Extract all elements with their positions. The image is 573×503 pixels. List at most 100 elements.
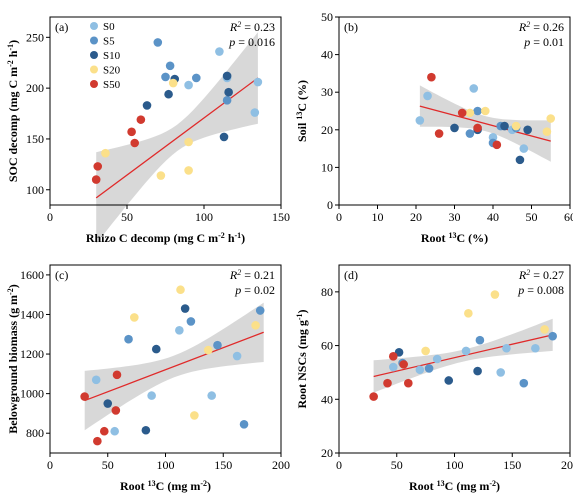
data-point-s10 (500, 121, 509, 131)
data-point-s0 (184, 80, 193, 90)
data-point-s0 (250, 108, 260, 117)
y-tick-label: 1600 (20, 268, 44, 282)
data-point-s10 (515, 155, 525, 165)
data-point-s50 (369, 392, 378, 401)
data-point-s0 (415, 365, 425, 375)
p-value-label: p = 0.02 (234, 283, 275, 297)
series-s5 (153, 38, 232, 105)
legend-marker-s10 (90, 51, 98, 59)
x-tick-label: 10 (372, 210, 384, 224)
data-point-s20 (130, 313, 139, 322)
y-tick-label: 30 (321, 85, 333, 99)
series-s20 (101, 78, 193, 180)
x-tick-label: 40 (487, 210, 499, 224)
x-tick-label: 50 (391, 458, 403, 472)
data-point-s10 (103, 399, 113, 408)
data-point-s10 (473, 366, 482, 376)
y-tick-label: 80 (321, 285, 333, 299)
data-point-s0 (415, 116, 425, 125)
x-tick-label: 100 (195, 210, 213, 224)
data-point-s50 (99, 426, 109, 436)
data-point-s20 (176, 285, 185, 295)
r-squared-label: R2 = 0.27 (518, 268, 564, 283)
data-point-s10 (164, 89, 173, 99)
y-tick-label: 0 (327, 198, 333, 212)
data-point-s5 (124, 334, 133, 344)
series-s20 (465, 106, 556, 136)
r-squared-label: R2 = 0.23 (229, 20, 275, 35)
x-axis-label: Rhizo C decomp (mg C m-2 h-1) (86, 231, 245, 246)
legend-label-s0: S0 (103, 21, 115, 33)
y-tick-label: 1400 (20, 307, 44, 321)
x-tick-label: 50 (526, 210, 538, 224)
data-point-s0 (147, 391, 156, 400)
data-point-s0 (502, 343, 511, 353)
panel-label: (c) (55, 268, 68, 282)
data-point-s10 (142, 101, 152, 110)
data-point-s20 (481, 106, 490, 116)
data-point-s10 (151, 344, 161, 354)
data-point-s50 (127, 127, 136, 137)
legend-label-s5: S5 (103, 36, 115, 48)
data-point-s10 (450, 123, 459, 133)
data-point-s5 (239, 420, 249, 429)
x-tick-label: 50 (121, 210, 133, 224)
panel-label: (d) (344, 268, 358, 282)
y-tick-label: 10 (321, 160, 333, 174)
data-point-s5 (165, 61, 175, 71)
data-point-s20 (156, 171, 166, 180)
data-point-s5 (255, 306, 265, 315)
data-point-s50 (457, 108, 467, 118)
data-point-s5 (161, 72, 170, 82)
data-point-s50 (404, 378, 413, 388)
data-point-s0 (423, 91, 432, 101)
legend-marker-s20 (90, 65, 98, 74)
p-value-label: p = 0.016 (228, 35, 275, 49)
y-tick-label: 100 (26, 183, 44, 197)
data-point-s0 (461, 346, 471, 356)
data-point-s20 (251, 321, 260, 330)
data-point-s10 (219, 132, 229, 142)
data-point-s50 (136, 115, 146, 124)
legend-marker-s0 (90, 22, 98, 30)
y-tick-label: 40 (321, 48, 333, 62)
series-s0 (91, 326, 242, 436)
x-tick-label: 200 (272, 458, 290, 472)
y-tick-label: 200 (26, 81, 44, 95)
series-s10 (450, 121, 532, 165)
data-point-s0 (388, 362, 398, 372)
data-point-s50 (130, 138, 139, 148)
x-tick-label: 30 (449, 210, 461, 224)
data-point-s20 (184, 137, 193, 147)
data-point-s10 (224, 87, 233, 97)
regression-line (95, 77, 259, 199)
data-point-s20 (511, 121, 521, 131)
data-point-s20 (540, 325, 549, 334)
x-tick-label: 100 (157, 458, 175, 472)
data-point-s5 (424, 364, 434, 373)
panel-3: 0 50 100 150 200 800 1000 1200 1400 1600 Root 13C … (6, 264, 290, 493)
data-point-s20 (168, 78, 178, 88)
data-point-s50 (80, 392, 89, 401)
y-tick-label: 40 (321, 392, 333, 406)
data-point-s20 (190, 411, 199, 420)
data-point-s20 (490, 290, 500, 299)
panel-1: 0 50 100 150 100 150 200 250 Rhizo C decomp (mg … (6, 16, 290, 246)
regression-line (84, 331, 264, 402)
panel-2: 0 10 20 30 40 50 60 0 10 20 30 40 50 Root 13C (%) Soil… (295, 10, 573, 245)
series-s5 (124, 306, 265, 429)
data-point-s5 (213, 340, 222, 350)
y-tick-label: 150 (26, 132, 44, 146)
legend-label-s10: S10 (103, 50, 121, 62)
series-s50 (91, 115, 146, 184)
x-tick-label: 0 (47, 458, 53, 472)
data-point-s0 (531, 343, 540, 353)
p-value-label: p = 0.01 (523, 35, 564, 49)
data-point-s20 (542, 127, 552, 136)
data-point-s50 (427, 72, 436, 82)
legend-marker-s5 (90, 36, 98, 45)
p-value-label: p = 0.008 (517, 283, 564, 297)
y-axis-label: Soil 13C (%) (295, 80, 310, 142)
data-point-s50 (93, 162, 103, 171)
